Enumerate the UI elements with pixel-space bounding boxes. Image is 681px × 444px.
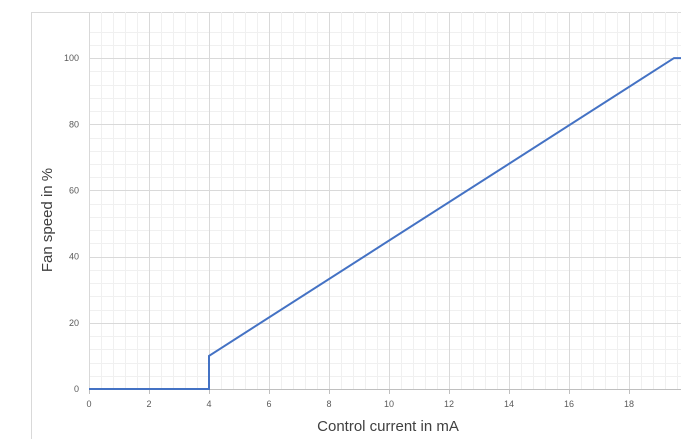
- x-tick-label: 12: [444, 399, 454, 409]
- x-tick-label: 8: [326, 399, 331, 409]
- y-tick-label: 0: [74, 384, 79, 394]
- x-tick-label: 0: [86, 399, 91, 409]
- y-tick-label: 100: [64, 53, 79, 63]
- x-tick-label: 10: [384, 399, 394, 409]
- x-tick-label: 18: [624, 399, 634, 409]
- y-axis-title: Fan speed in %: [39, 168, 56, 272]
- x-tick-label: 14: [504, 399, 514, 409]
- chart-frame: [32, 13, 681, 440]
- y-tick-label: 40: [69, 252, 79, 262]
- y-tick-label: 60: [69, 185, 79, 195]
- x-tick-label: 16: [564, 399, 574, 409]
- x-axis-title: Control current in mA: [317, 418, 459, 435]
- y-tick-label: 80: [69, 119, 79, 129]
- x-tick-label: 4: [206, 399, 211, 409]
- x-tick-label: 2: [146, 399, 151, 409]
- x-tick-label: 6: [266, 399, 271, 409]
- y-tick-label: 20: [69, 318, 79, 328]
